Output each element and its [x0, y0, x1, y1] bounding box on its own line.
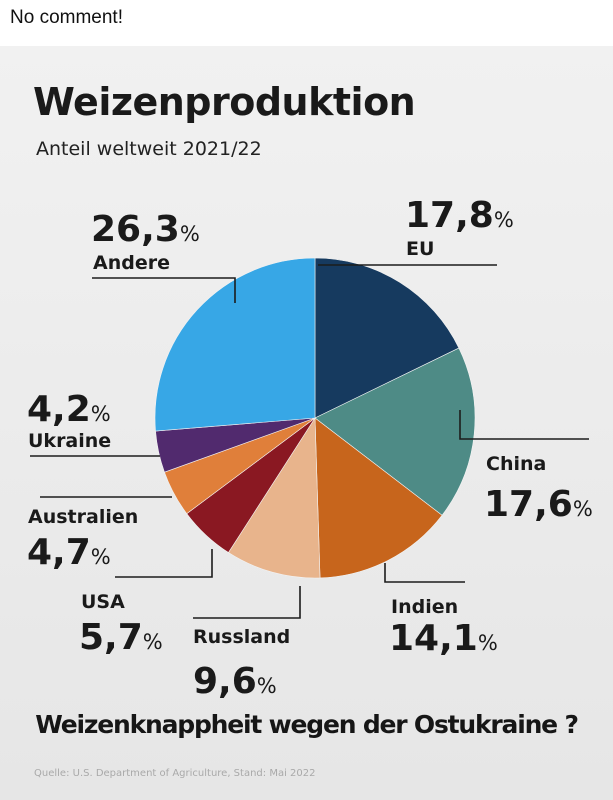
- data-label-value-china: 17,6%: [484, 484, 593, 525]
- data-label-name-andere: Andere: [93, 252, 170, 274]
- pie-chart: 17,8%EU 17,6% China 14,1%Indien 9,6% Russland…: [27, 195, 593, 702]
- data-label-name-eu: EU: [406, 238, 434, 260]
- data-label-name-australien: Australien: [28, 506, 138, 528]
- data-label-value-andere: 26,3%: [91, 209, 200, 250]
- data-label-value-usa: 5,7%: [79, 617, 163, 658]
- post-caption: No comment!: [10, 7, 123, 28]
- percent-unit-andere: %: [180, 222, 200, 246]
- leader-line-china: [459, 410, 589, 440]
- chart-subtitle: Anteil weltweit 2021/22: [36, 138, 262, 160]
- data-label-name-ukraine: Ukraine: [28, 430, 111, 452]
- data-label-name-russland: Russland: [193, 626, 290, 648]
- percent-unit-ukraine: %: [91, 402, 111, 426]
- chart-title: Weizenproduktion: [33, 80, 416, 124]
- percent-unit-china: %: [573, 497, 593, 521]
- percent-unit-usa: %: [143, 630, 163, 654]
- pie-slice-china: [314, 347, 476, 516]
- data-label-name-usa: USA: [81, 591, 125, 613]
- data-label-value-australien: 4,7%: [27, 532, 111, 573]
- data-label-value-indien: 14,1%: [389, 618, 498, 659]
- pie-slice-eu: [314, 257, 460, 419]
- percent-unit-eu: %: [494, 208, 514, 232]
- leader-line-usa: [115, 549, 213, 578]
- infographic: Weizenproduktion Anteil weltweit 2021/22…: [0, 46, 613, 800]
- percent-unit-russland: %: [257, 674, 277, 698]
- data-label-name-indien: Indien: [391, 596, 458, 618]
- leader-line-indien: [384, 563, 465, 583]
- leader-line-russland: [193, 586, 301, 619]
- data-label-value-ukraine: 4,2%: [27, 389, 111, 430]
- percent-unit-indien: %: [478, 631, 498, 655]
- pie-slice-indien: [314, 417, 443, 579]
- post-header: No comment!: [0, 0, 613, 46]
- source-note: Quelle: U.S. Department of Agriculture, …: [34, 768, 316, 779]
- pie-slice-andere: [154, 257, 316, 432]
- data-label-name-china: China: [486, 453, 546, 475]
- pie-slice-russland: [228, 417, 321, 579]
- data-label-value-russland: 9,6%: [193, 661, 277, 702]
- leader-line-andere: [92, 277, 236, 303]
- headline: Weizenknappheit wegen der Ostukraine ?: [35, 710, 579, 739]
- percent-unit-australien: %: [91, 545, 111, 569]
- data-label-value-eu: 17,8%: [405, 195, 514, 236]
